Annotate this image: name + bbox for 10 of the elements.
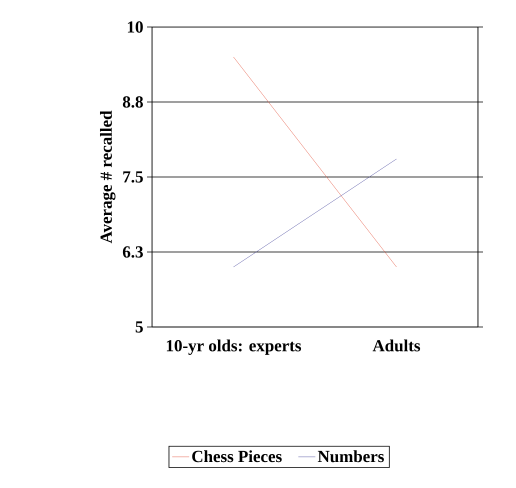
legend-label: Numbers [318,450,384,462]
x-tick-label: Adults [372,340,420,352]
y-tick-label: 7.5 [123,171,143,183]
y-tick-label: 10 [128,21,143,33]
x-tick-label: 10-yr olds: experts [166,340,302,355]
legend-label: Chess Pieces [192,450,282,462]
y-tick-label: 6.3 [122,246,143,258]
y-tick-label: 8.8 [122,96,143,108]
y-tick-label: 5 [136,321,143,333]
y-axis-title: Average # recalled [100,110,116,244]
